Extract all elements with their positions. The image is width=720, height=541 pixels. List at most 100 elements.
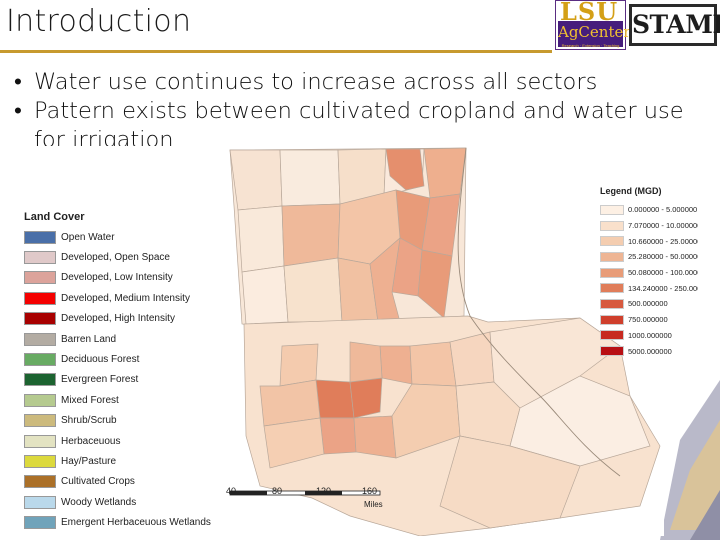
land-cover-legend-item: Hay/Pasture	[24, 451, 211, 471]
land-cover-legend-item: Cultivated Crops	[24, 472, 211, 492]
legend-label: 134.240000 - 250.000000	[628, 283, 698, 293]
land-cover-legend-item: Woody Wetlands	[24, 492, 211, 512]
legend-label: 750.000000	[628, 315, 668, 325]
land-cover-legend-title: Land Cover	[24, 211, 85, 223]
scale-tick-label: 120	[316, 486, 332, 496]
corner-decoration	[660, 380, 720, 540]
legend-swatch	[24, 454, 56, 468]
bullet-dot: •	[14, 98, 22, 124]
water-use-legend: Legend (MGD) 0.000000 - 5.000000 7.070000…	[600, 186, 698, 359]
legend-label: 7.070000 - 10.000000	[628, 221, 698, 231]
water-use-legend-item: 50.080000 - 100.000000	[600, 265, 698, 281]
legend-label: Cultivated Crops	[61, 476, 135, 488]
land-cover-legend-item: Open Water	[24, 227, 211, 247]
land-cover-legend-item: Emergent Herbaceuous Wetlands	[24, 512, 211, 532]
water-use-legend-title: Legend (MGD)	[600, 186, 662, 196]
scale-tick-label: 40	[226, 486, 237, 496]
land-cover-legend-item: Mixed Forest	[24, 390, 211, 410]
land-cover-legend-items: Open Water Developed, Open Space Developed…	[24, 227, 211, 533]
scale-bar-line	[229, 490, 381, 496]
legend-label: Barren Land	[61, 333, 117, 345]
water-use-legend-item: 25.280000 - 50.000000	[600, 249, 698, 265]
legend-label: Shrub/Scrub	[61, 415, 117, 427]
bullet-item: • Water use continues to increase across…	[14, 68, 714, 97]
legend-label: Hay/Pasture	[61, 455, 117, 467]
legend-label: 10.660000 - 25.000000	[628, 236, 698, 246]
legend-swatch	[24, 251, 56, 265]
land-cover-legend: Land Cover Open Water Developed, Open Spa…	[24, 211, 211, 533]
water-use-legend-item: 7.070000 - 10.000000	[600, 218, 698, 234]
legend-swatch	[24, 414, 56, 428]
legend-label: Mixed Forest	[61, 394, 119, 406]
legend-swatch	[24, 332, 56, 346]
legend-label: Developed, Medium Intensity	[61, 292, 190, 304]
legend-swatch	[24, 230, 56, 244]
louisiana-water-use-map	[229, 147, 661, 537]
land-cover-legend-item: Developed, High Intensity	[24, 309, 211, 329]
lsu-agcenter-logo: LSU AgCenter Research · Extension · Teac…	[555, 0, 631, 50]
scale-tick-label: 160	[362, 486, 378, 496]
legend-label: 500.000000	[628, 299, 668, 309]
bullet-text: Water use continues to increase across a…	[34, 69, 598, 95]
map-scale-bar: 40 80 120 160 Miles	[226, 486, 386, 509]
bullet-text: Pattern exists between cultivated cropla…	[34, 98, 684, 153]
legend-label: 5000.000000	[628, 346, 672, 356]
stamp-logo: STAMP	[629, 4, 720, 46]
legend-label: 1000.000000	[628, 330, 672, 340]
bullet-list: • Water use continues to increase across…	[14, 68, 714, 155]
legend-swatch	[600, 314, 624, 325]
legend-swatch	[24, 271, 56, 285]
legend-label: Emergent Herbaceuous Wetlands	[61, 517, 211, 529]
legend-label: 0.000000 - 5.000000	[628, 205, 698, 215]
water-use-legend-item: 1000.000000	[600, 328, 698, 344]
legend-swatch	[24, 516, 56, 530]
legend-swatch	[24, 495, 56, 509]
legend-swatch	[24, 312, 56, 326]
legend-label: Herbaceuous	[61, 435, 121, 447]
legend-swatch	[600, 298, 624, 309]
legend-swatch	[600, 251, 624, 262]
legend-swatch	[600, 220, 624, 231]
water-use-legend-item: 5000.000000	[600, 343, 698, 359]
bullet-dot: •	[14, 69, 22, 95]
legend-swatch	[24, 373, 56, 387]
legend-swatch	[24, 291, 56, 305]
land-cover-legend-item: Shrub/Scrub	[24, 411, 211, 431]
legend-label: Developed, High Intensity	[61, 313, 175, 325]
agcenter-tagline: Research · Extension · Teaching	[561, 43, 620, 48]
legend-swatch	[600, 236, 624, 247]
map-image-panel	[20, 146, 664, 537]
legend-swatch	[600, 267, 624, 278]
legend-label: Open Water	[61, 231, 115, 243]
land-cover-legend-item: Developed, Open Space	[24, 247, 211, 267]
slide-title: Introduction	[6, 4, 192, 39]
scale-tick-label: 80	[272, 486, 283, 496]
legend-label: 25.280000 - 50.000000	[628, 252, 698, 262]
water-use-legend-item: 134.240000 - 250.000000	[600, 280, 698, 296]
legend-swatch	[600, 346, 624, 357]
legend-swatch	[600, 204, 624, 215]
legend-label: Deciduous Forest	[61, 354, 140, 366]
water-use-legend-item: 500.000000	[600, 296, 698, 312]
legend-swatch	[24, 393, 56, 407]
land-cover-legend-item: Developed, Low Intensity	[24, 268, 211, 288]
water-use-legend-item: 750.000000	[600, 312, 698, 328]
land-cover-legend-item: Evergreen Forest	[24, 370, 211, 390]
land-cover-legend-item: Herbaceuous	[24, 431, 211, 451]
scale-units-label: Miles	[364, 500, 383, 509]
legend-swatch	[600, 330, 624, 341]
land-cover-legend-item: Developed, Medium Intensity	[24, 288, 211, 308]
legend-swatch	[24, 475, 56, 489]
legend-label: Developed, Low Intensity	[61, 272, 173, 284]
legend-label: Woody Wetlands	[61, 496, 137, 508]
water-use-legend-item: 10.660000 - 25.000000	[600, 233, 698, 249]
legend-swatch	[24, 353, 56, 367]
legend-label: Developed, Open Space	[61, 252, 170, 264]
land-cover-legend-item: Deciduous Forest	[24, 349, 211, 369]
water-use-legend-items: 0.000000 - 5.000000 7.070000 - 10.000000 1…	[600, 202, 698, 359]
water-use-legend-item: 0.000000 - 5.000000	[600, 202, 698, 218]
legend-swatch	[600, 283, 624, 294]
legend-swatch	[24, 434, 56, 448]
land-cover-legend-item: Barren Land	[24, 329, 211, 349]
legend-label: Evergreen Forest	[61, 374, 139, 386]
